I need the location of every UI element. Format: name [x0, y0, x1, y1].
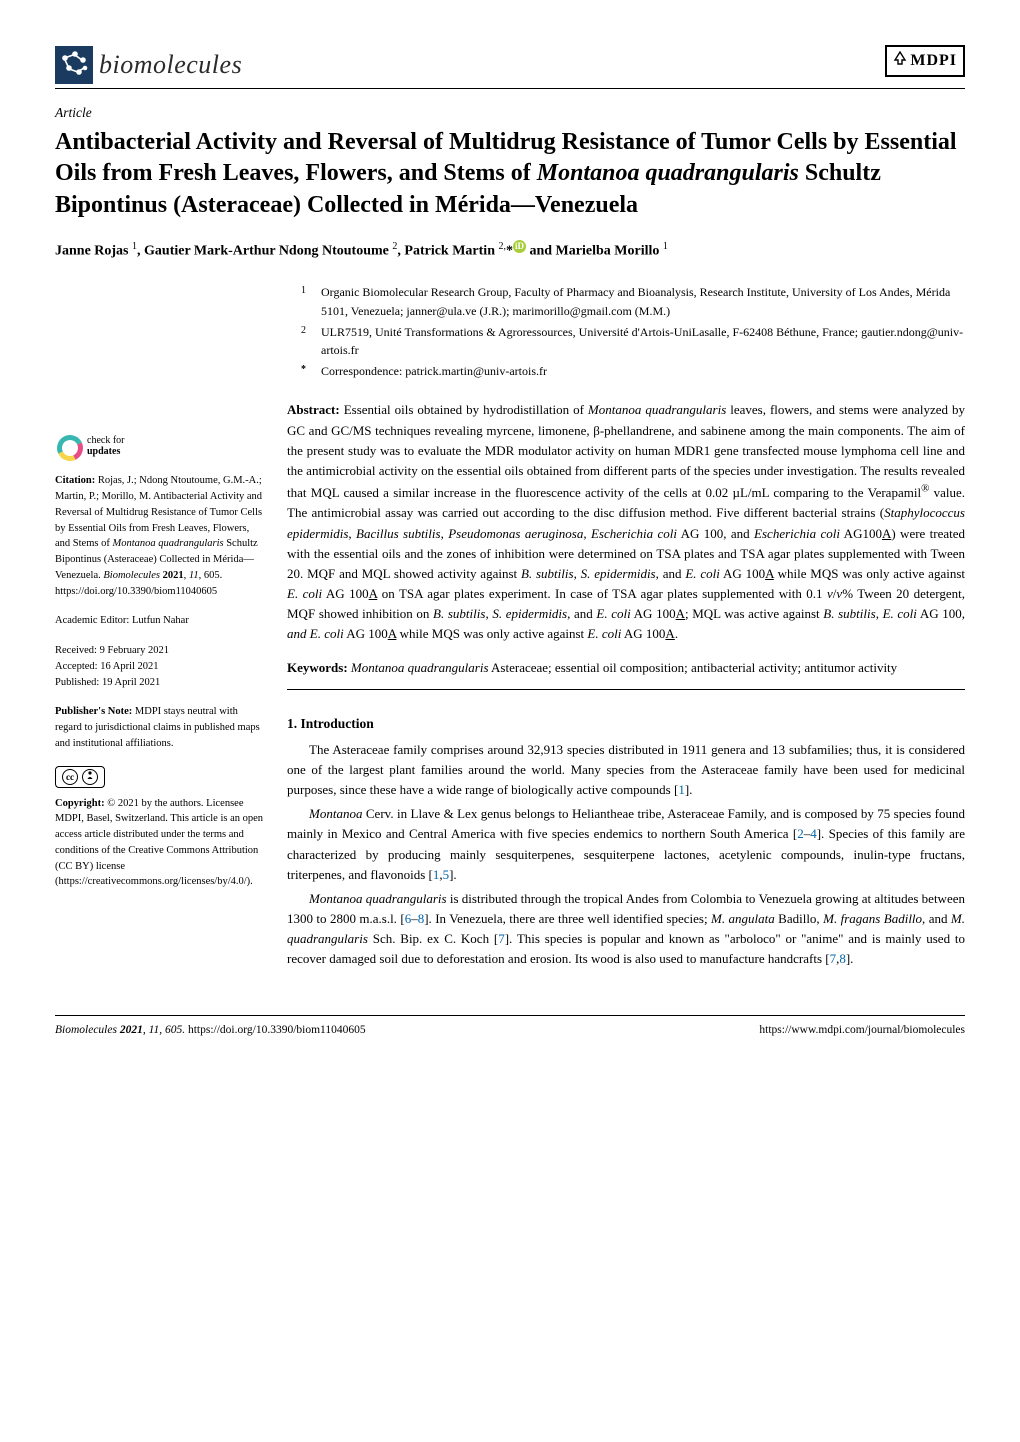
- section-heading-intro: 1. Introduction: [287, 714, 965, 734]
- intro-p2: Montanoa Cerv. in Llave & Lex genus belo…: [287, 804, 965, 885]
- affil-text: Organic Biomolecular Research Group, Fac…: [321, 283, 965, 320]
- cc-by-badge: cc: [55, 766, 105, 788]
- footer-left: Biomolecules 2021, 11, 605. https://doi.…: [55, 1022, 366, 1039]
- cc-icon: cc: [62, 769, 78, 785]
- affil-num: 1: [301, 283, 311, 320]
- intro-p3: Montanoa quadrangularis is distributed t…: [287, 889, 965, 970]
- article-title: Antibacterial Activity and Reversal of M…: [55, 127, 965, 221]
- editor-block: Academic Editor: Lutfun Nahar: [55, 613, 265, 629]
- page-footer: Biomolecules 2021, 11, 605. https://doi.…: [55, 1015, 965, 1039]
- affil-num: 2: [301, 323, 311, 360]
- affil-num: *: [301, 362, 311, 381]
- abstract-text: Essential oils obtained by hydrodistilla…: [287, 402, 965, 641]
- copyright-text: © 2021 by the authors. Licensee MDPI, Ba…: [55, 798, 263, 888]
- pubnote-label: Publisher's Note:: [55, 706, 132, 717]
- published-label: Published:: [55, 677, 99, 688]
- check-label-1: check for: [87, 435, 124, 446]
- citation-label: Citation:: [55, 475, 95, 486]
- affil-text: Correspondence: patrick.martin@univ-arto…: [321, 362, 547, 381]
- affil-row: 2 ULR7519, Unité Transformations & Agror…: [301, 323, 965, 360]
- check-label-2: updates: [87, 446, 124, 457]
- accepted-date: 16 April 2021: [100, 661, 158, 672]
- intro-p1: The Asteraceae family comprises around 3…: [287, 740, 965, 800]
- received-label: Received:: [55, 645, 97, 656]
- keywords-rule: [287, 689, 965, 690]
- check-for-updates[interactable]: check for updates: [55, 433, 265, 459]
- editor-label: Academic Editor:: [55, 615, 129, 626]
- mdpi-tree-icon: [893, 51, 907, 71]
- affil-text: ULR7519, Unité Transformations & Agrores…: [321, 323, 965, 360]
- accepted-label: Accepted:: [55, 661, 98, 672]
- abstract: Abstract: Essential oils obtained by hyd…: [287, 400, 965, 644]
- cc-badge-row: cc: [55, 766, 265, 788]
- article-type: Article: [55, 103, 965, 123]
- citation-text: Rojas, J.; Ndong Ntoutoume, G.M.-A.; Mar…: [55, 475, 262, 596]
- header-bar: biomolecules MDPI: [55, 45, 965, 84]
- publisher-logo: MDPI: [885, 45, 965, 77]
- journal-name: biomolecules: [99, 45, 242, 84]
- affiliations: 1 Organic Biomolecular Research Group, F…: [287, 283, 965, 380]
- pubnote-block: Publisher's Note: MDPI stays neutral wit…: [55, 704, 265, 751]
- keywords: Keywords: Montanoa quadrangularis Astera…: [287, 658, 965, 678]
- published-date: 19 April 2021: [102, 677, 160, 688]
- sidebar: check for updates Citation: Rojas, J.; N…: [55, 283, 265, 973]
- by-icon: [82, 769, 98, 785]
- copyright-block: Copyright: © 2021 by the authors. Licens…: [55, 796, 265, 891]
- received-date: 9 February 2021: [100, 645, 169, 656]
- abstract-label: Abstract:: [287, 402, 340, 417]
- keywords-label: Keywords:: [287, 660, 348, 675]
- main-column: 1 Organic Biomolecular Research Group, F…: [287, 283, 965, 973]
- affil-row: * Correspondence: patrick.martin@univ-ar…: [301, 362, 965, 381]
- footer-right-link[interactable]: https://www.mdpi.com/journal/biomolecule…: [759, 1022, 965, 1039]
- citation-block: Citation: Rojas, J.; Ndong Ntoutoume, G.…: [55, 473, 265, 599]
- editor-name: Lutfun Nahar: [132, 615, 189, 626]
- check-updates-icon: [55, 433, 81, 459]
- journal-logo: biomolecules: [55, 45, 242, 84]
- dates-block: Received: 9 February 2021 Accepted: 16 A…: [55, 643, 265, 690]
- top-rule: [55, 88, 965, 89]
- affil-row: 1 Organic Biomolecular Research Group, F…: [301, 283, 965, 320]
- keywords-text: Montanoa quadrangularis Asteraceae; esse…: [351, 660, 897, 675]
- journal-icon: [55, 46, 93, 84]
- publisher-name: MDPI: [910, 49, 957, 73]
- copyright-label: Copyright:: [55, 798, 105, 809]
- authors-line: Janne Rojas 1, Gautier Mark-Arthur Ndong…: [55, 239, 965, 262]
